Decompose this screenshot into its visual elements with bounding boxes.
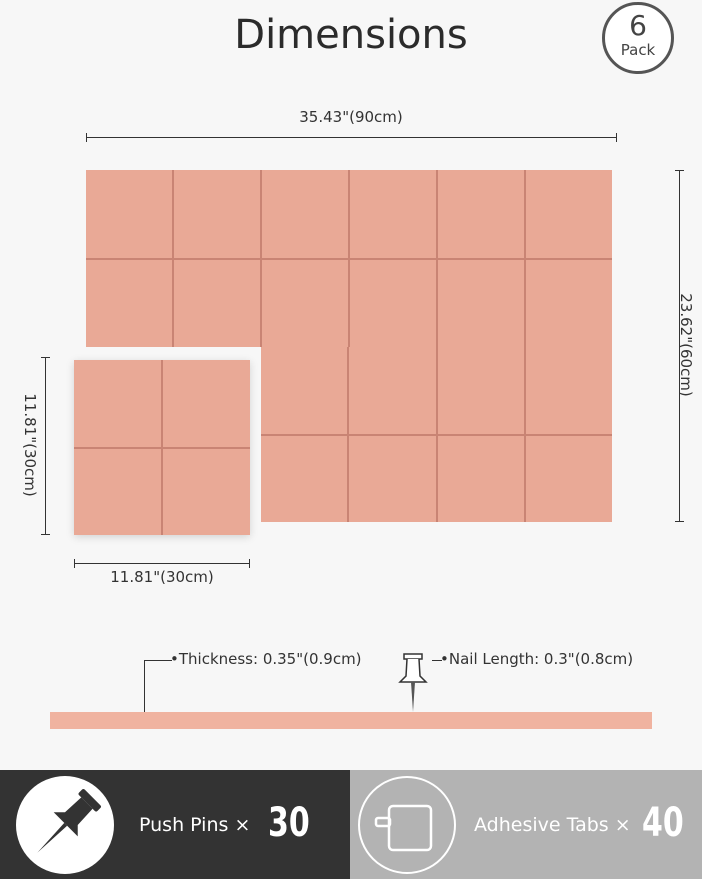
nail-length-label: •Nail Length: 0.3"(0.8cm) <box>440 650 634 668</box>
width-dimension-line <box>86 137 617 138</box>
board-tile <box>163 360 250 447</box>
page-title: Dimensions <box>234 12 468 58</box>
board-tile <box>438 259 524 347</box>
board-tile <box>262 170 348 258</box>
board-tile <box>526 259 612 347</box>
board-tile <box>525 435 612 522</box>
board-tile <box>261 347 348 434</box>
push-pins-label: Push Pins × <box>139 814 251 836</box>
small-width-line <box>74 563 250 564</box>
adhesive-tabs-panel: Adhesive Tabs × 40 <box>350 770 702 879</box>
adhesive-tabs-count: 40 <box>642 800 684 846</box>
board-tile <box>525 347 612 434</box>
push-pins-panel: Push Pins × 30 <box>0 770 350 879</box>
push-pin-icon <box>16 776 114 874</box>
board-tile <box>86 259 172 347</box>
nail-leader <box>432 660 442 661</box>
large-width-label: 35.43"(90cm) <box>299 108 403 126</box>
board-tile <box>174 170 260 258</box>
board-tile <box>437 347 524 434</box>
board-tile <box>86 170 172 258</box>
thickness-leader <box>144 660 145 715</box>
board-tile <box>174 259 260 347</box>
board-side-profile <box>50 712 652 729</box>
board-tile <box>437 435 524 522</box>
push-pins-count: 30 <box>268 800 310 846</box>
large-board-bottom <box>261 347 612 522</box>
pack-badge: 6 Pack <box>602 2 674 74</box>
height-dimension-line <box>679 170 680 522</box>
thickness-leader-h <box>144 660 172 661</box>
small-height-label: 11.81"(30cm) <box>21 393 39 497</box>
small-board <box>74 360 250 535</box>
large-board-top <box>86 170 612 347</box>
board-tile <box>262 259 348 347</box>
thickness-text: Thickness: 0.35"(0.9cm) <box>178 650 362 668</box>
board-tile <box>350 259 436 347</box>
nail-length-text: Nail Length: 0.3"(0.8cm) <box>448 650 634 668</box>
small-width-label: 11.81"(30cm) <box>110 568 214 586</box>
small-height-line <box>45 357 46 535</box>
board-tile <box>163 448 250 535</box>
board-tile <box>349 347 436 434</box>
pack-count: 6 <box>629 9 647 42</box>
board-tile <box>261 435 348 522</box>
board-tile <box>349 435 436 522</box>
adhesive-tab-icon <box>358 776 456 874</box>
board-tile <box>74 448 161 535</box>
adhesive-tabs-label: Adhesive Tabs × <box>474 814 631 836</box>
board-tile <box>74 360 161 447</box>
thickness-label: •Thickness: 0.35"(0.9cm) <box>170 650 362 668</box>
board-tile <box>438 170 524 258</box>
push-pin-side-icon <box>398 653 428 712</box>
board-tile <box>350 170 436 258</box>
pack-label: Pack <box>620 41 656 59</box>
board-tile <box>526 170 612 258</box>
large-height-label: 23.62"(60cm) <box>677 293 695 397</box>
